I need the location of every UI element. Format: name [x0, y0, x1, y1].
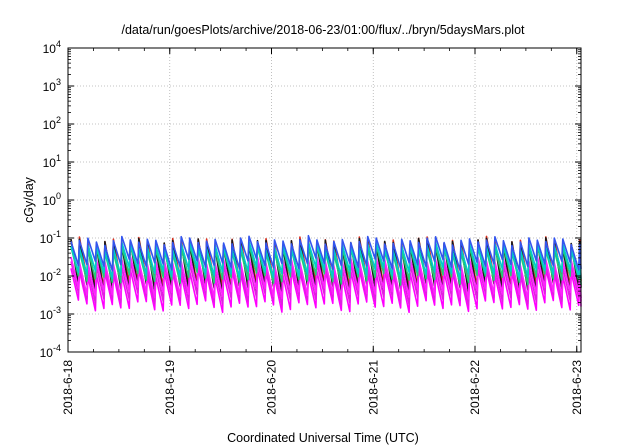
x-tick-label: 2018-6-22: [468, 360, 482, 415]
x-tick-label: 2018-6-19: [163, 360, 177, 415]
x-tick-label: 2018-6-20: [265, 360, 279, 415]
x-axis-label: Coordinated Universal Time (UTC): [227, 431, 419, 445]
plot-frame: [67, 47, 582, 353]
y-tick-label: 100: [43, 191, 61, 208]
y-tick-exponent: -3: [53, 305, 61, 315]
y-tick-label: 102: [43, 115, 61, 132]
y-tick-label: 10-4: [40, 343, 61, 360]
x-axis-ticks: 2018-6-18 2018-6-19 2018-6-20 2018-6-21 2018…: [61, 48, 584, 415]
series-line: [70, 240, 582, 281]
series-line: [70, 234, 582, 272]
x-tick-label: 2018-6-23: [570, 360, 584, 415]
y-tick-label: 10-3: [40, 305, 61, 322]
series-line: [70, 267, 582, 314]
series-group: [70, 234, 582, 314]
y-axis-label: cGy/day: [22, 176, 36, 223]
y-tick-exponent: 2: [56, 115, 61, 125]
y-tick-exponent: -4: [53, 343, 61, 353]
y-tick-exponent: -1: [53, 229, 61, 239]
chart-title: /data/run/goesPlots/archive/2018-06-23/0…: [121, 23, 525, 37]
y-tick-exponent: 4: [56, 39, 61, 49]
grid-lines: [67, 47, 581, 353]
y-tick-label: 103: [43, 77, 61, 94]
x-tick-label: 2018-6-18: [61, 360, 75, 415]
series-line: [70, 255, 582, 301]
y-tick-label: 101: [43, 153, 61, 170]
y-tick-exponent: 1: [56, 153, 61, 163]
y-tick-exponent: 3: [56, 77, 61, 87]
y-tick-exponent: -2: [53, 267, 61, 277]
y-tick-exponent: 0: [56, 191, 61, 201]
y-tick-label: 10-2: [40, 267, 61, 284]
y-tick-label: 104: [43, 39, 61, 56]
x-tick-label: 2018-6-21: [366, 360, 380, 415]
y-tick-label: 10-1: [40, 229, 61, 246]
